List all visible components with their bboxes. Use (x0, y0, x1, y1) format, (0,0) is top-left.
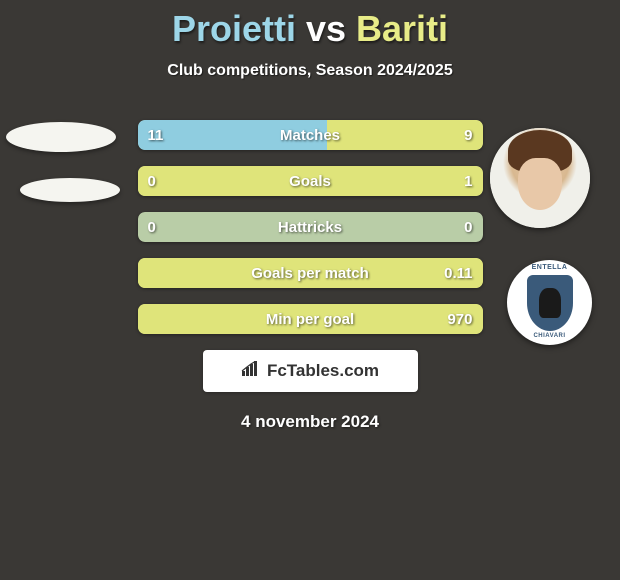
stat-right-value: 1 (464, 173, 472, 190)
stats-container: 11Matches90Goals10Hattricks0Goals per ma… (0, 120, 620, 334)
stat-right-value: 9 (464, 127, 472, 144)
stat-row: Min per goal970 (138, 304, 483, 334)
stat-row: 11Matches9 (138, 120, 483, 150)
comparison-title: Proietti vs Bariti (0, 0, 620, 50)
subtitle: Club competitions, Season 2024/2025 (0, 62, 620, 80)
date-label: 4 november 2024 (0, 412, 620, 432)
stat-row: 0Hattricks0 (138, 212, 483, 242)
stat-label: Matches (138, 127, 483, 144)
player1-name: Proietti (172, 8, 296, 49)
stat-right-value: 0 (464, 219, 472, 236)
stat-label: Hattricks (138, 219, 483, 236)
stat-label: Min per goal (138, 311, 483, 328)
stat-label: Goals (138, 173, 483, 190)
stat-row: Goals per match0.11 (138, 258, 483, 288)
branding-text: FcTables.com (267, 361, 379, 381)
player2-name: Bariti (356, 8, 448, 49)
branding-badge: FcTables.com (203, 350, 418, 392)
stat-row: 0Goals1 (138, 166, 483, 196)
stat-label: Goals per match (138, 265, 483, 282)
bar-chart-icon (241, 361, 261, 382)
stat-right-value: 970 (447, 311, 472, 328)
vs-label: vs (306, 8, 346, 49)
stat-right-value: 0.11 (444, 265, 472, 282)
